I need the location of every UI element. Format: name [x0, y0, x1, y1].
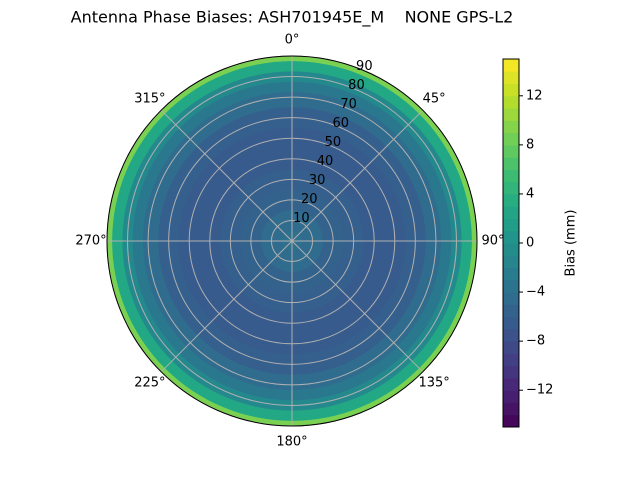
angular-tick-label: 270° — [75, 234, 106, 249]
colorbar-band — [503, 390, 519, 403]
colorbar-band — [503, 169, 519, 183]
colorbar-band — [503, 206, 519, 219]
angular-tick-label: 90° — [481, 234, 504, 249]
colorbar-band — [503, 341, 519, 354]
angular-grid-line — [160, 109, 293, 242]
radial-tick-label: 80 — [348, 78, 365, 93]
colorbar-tick-label: −8 — [526, 334, 545, 349]
colorbar-band — [503, 230, 519, 244]
colorbar-band — [503, 402, 519, 416]
colorbar-band — [503, 304, 519, 318]
colorbar-band — [503, 365, 519, 379]
radial-grid-line — [168, 117, 416, 365]
colorbar-tick-label: 12 — [526, 88, 543, 103]
angular-tick-label: 45° — [423, 91, 446, 106]
colorbar-band — [503, 83, 519, 97]
radial-tick-label: 90 — [356, 59, 373, 74]
colorbar-band — [503, 353, 519, 367]
angular-tick-label: 135° — [418, 376, 449, 391]
radial-grid-line — [188, 137, 396, 345]
colorbar-band — [503, 279, 519, 293]
radial-tick-label: 10 — [293, 211, 310, 226]
colorbar-tick-label: −4 — [526, 285, 545, 300]
colorbar-band — [503, 377, 519, 391]
colorbar-band — [503, 132, 519, 146]
colorbar-band — [503, 243, 519, 256]
chart-title: Antenna Phase Biases: ASH701945E_M NONE … — [71, 8, 514, 28]
colorbar-band — [503, 59, 519, 72]
radial-grid-line — [229, 178, 355, 304]
colorbar-band — [503, 292, 519, 305]
colorbar-band — [503, 144, 519, 158]
angular-tick-label: 225° — [134, 376, 165, 391]
radial-tick-label: 70 — [340, 97, 357, 112]
angular-tick-label: 180° — [276, 435, 307, 450]
colorbar-band — [503, 95, 519, 109]
radial-grid-line — [209, 158, 375, 324]
colorbar-band — [503, 218, 519, 232]
colorbar-band — [503, 316, 519, 330]
colorbar-band — [503, 120, 519, 134]
radial-tick-label: 40 — [317, 154, 334, 169]
colorbar-band — [503, 71, 519, 85]
colorbar-band — [503, 181, 519, 195]
colorbar-tick-label: −12 — [526, 383, 553, 398]
angular-grid-line — [291, 240, 424, 373]
colorbar-band — [503, 255, 519, 269]
colorbar-tick-label: 0 — [526, 236, 534, 251]
radial-grid-line — [147, 96, 437, 386]
angular-grid-line — [160, 240, 293, 373]
colorbar-tick-label: 4 — [526, 186, 534, 201]
angular-tick-label: 315° — [134, 91, 165, 106]
angular-tick-label: 0° — [285, 33, 300, 48]
radial-tick-label: 50 — [325, 135, 342, 150]
colorbar-band — [503, 108, 519, 121]
colorbar-label: Bias (mm) — [564, 210, 579, 277]
colorbar-band — [503, 157, 519, 170]
radial-grid-line — [250, 199, 334, 283]
radial-tick-label: 20 — [301, 192, 318, 207]
colorbar-tick-label: 8 — [526, 137, 534, 152]
radial-tick-label: 60 — [332, 116, 349, 131]
polar-frame — [106, 55, 478, 427]
radial-grid-line — [270, 219, 314, 263]
radial-grid-line — [127, 76, 457, 406]
colorbar-band — [503, 328, 519, 342]
colorbar-band — [503, 267, 519, 281]
colorbar-band — [503, 414, 519, 428]
angular-grid-line — [291, 109, 424, 242]
radial-tick-label: 30 — [309, 173, 326, 188]
colorbar-band — [503, 193, 519, 207]
